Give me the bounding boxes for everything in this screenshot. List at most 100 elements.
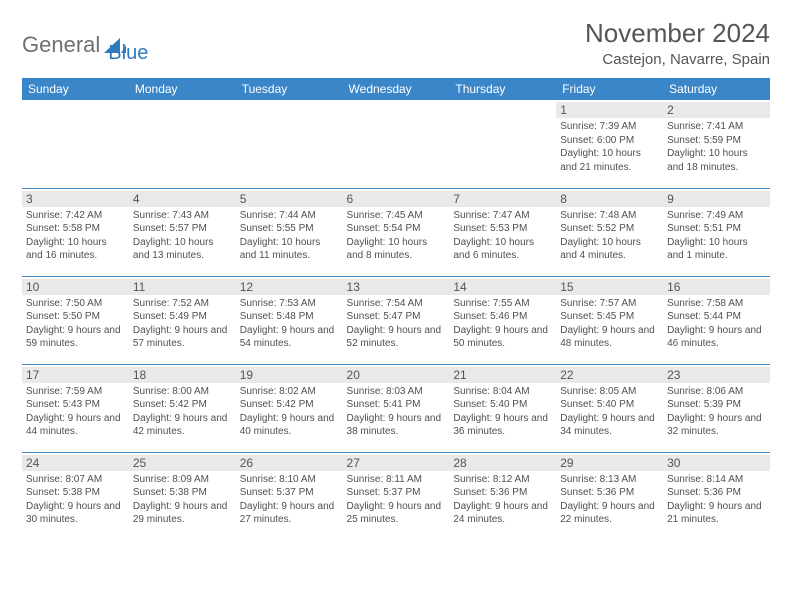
- day-number: 4: [129, 191, 236, 207]
- day-info: Sunrise: 8:00 AMSunset: 5:42 PMDaylight:…: [133, 385, 232, 439]
- day-info: Sunrise: 7:42 AMSunset: 5:58 PMDaylight:…: [26, 209, 125, 263]
- weekday-header: Wednesday: [343, 78, 450, 100]
- calendar-row: 17 Sunrise: 7:59 AMSunset: 5:43 PMDayligh…: [22, 364, 770, 452]
- day-number: 25: [129, 455, 236, 471]
- calendar-cell: 29 Sunrise: 8:13 AMSunset: 5:36 PMDayligh…: [556, 452, 663, 540]
- title-block: November 2024 Castejon, Navarre, Spain: [585, 18, 770, 68]
- day-info: Sunrise: 8:04 AMSunset: 5:40 PMDaylight:…: [453, 385, 552, 439]
- calendar-cell: 3 Sunrise: 7:42 AMSunset: 5:58 PMDaylight…: [22, 188, 129, 276]
- day-number: 10: [22, 279, 129, 295]
- calendar-body: 1 Sunrise: 7:39 AMSunset: 6:00 PMDaylight…: [22, 100, 770, 540]
- calendar-table: Sunday Monday Tuesday Wednesday Thursday…: [22, 78, 770, 540]
- page-header: General Blue November 2024 Castejon, Nav…: [22, 18, 770, 68]
- day-number: 9: [663, 191, 770, 207]
- day-number: 18: [129, 367, 236, 383]
- day-number: 22: [556, 367, 663, 383]
- calendar-cell: 7Sunrise: 7:47 AMSunset: 5:53 PMDaylight…: [449, 188, 556, 276]
- calendar-cell: 27Sunrise: 8:11 AMSunset: 5:37 PMDayligh…: [343, 452, 450, 540]
- day-info: Sunrise: 8:11 AMSunset: 5:37 PMDaylight:…: [347, 473, 446, 527]
- logo-word2: Blue: [108, 24, 148, 65]
- weekday-header: Tuesday: [236, 78, 343, 100]
- day-info: Sunrise: 8:02 AMSunset: 5:42 PMDaylight:…: [240, 385, 339, 439]
- day-number: 23: [663, 367, 770, 383]
- day-info: Sunrise: 8:05 AMSunset: 5:40 PMDaylight:…: [560, 385, 659, 439]
- day-number: 28: [449, 455, 556, 471]
- calendar-cell: 17 Sunrise: 7:59 AMSunset: 5:43 PMDayligh…: [22, 364, 129, 452]
- calendar-cell: [343, 100, 450, 188]
- day-info: Sunrise: 8:10 AMSunset: 5:37 PMDaylight:…: [240, 473, 339, 527]
- day-number: 1: [556, 102, 663, 118]
- day-info: Sunrise: 7:44 AMSunset: 5:55 PMDaylight:…: [240, 209, 339, 263]
- calendar-cell: 19 Sunrise: 8:02 AMSunset: 5:42 PMDayligh…: [236, 364, 343, 452]
- calendar-cell: 30Sunrise: 8:14 AMSunset: 5:36 PMDayligh…: [663, 452, 770, 540]
- day-info: Sunrise: 7:45 AMSunset: 5:54 PMDaylight:…: [347, 209, 446, 263]
- weekday-header-row: Sunday Monday Tuesday Wednesday Thursday…: [22, 78, 770, 100]
- day-info: Sunrise: 7:58 AMSunset: 5:44 PMDaylight:…: [667, 297, 766, 351]
- day-number: 16: [663, 279, 770, 295]
- day-number: 14: [449, 279, 556, 295]
- day-info: Sunrise: 8:06 AMSunset: 5:39 PMDaylight:…: [667, 385, 766, 439]
- weekday-header: Sunday: [22, 78, 129, 100]
- calendar-cell: 8 Sunrise: 7:48 AMSunset: 5:52 PMDaylight…: [556, 188, 663, 276]
- day-number: 6: [343, 191, 450, 207]
- day-info: Sunrise: 7:55 AMSunset: 5:46 PMDaylight:…: [453, 297, 552, 351]
- weekday-header: Saturday: [663, 78, 770, 100]
- calendar-cell: 9 Sunrise: 7:49 AMSunset: 5:51 PMDaylight…: [663, 188, 770, 276]
- weekday-header: Thursday: [449, 78, 556, 100]
- day-number: 17: [22, 367, 129, 383]
- day-info: Sunrise: 7:50 AMSunset: 5:50 PMDaylight:…: [26, 297, 125, 351]
- day-number: 5: [236, 191, 343, 207]
- day-info: Sunrise: 7:39 AMSunset: 6:00 PMDaylight:…: [560, 120, 659, 174]
- day-number: 13: [343, 279, 450, 295]
- logo-word1: General: [22, 32, 100, 58]
- day-info: Sunrise: 7:43 AMSunset: 5:57 PMDaylight:…: [133, 209, 232, 263]
- day-number: 24: [22, 455, 129, 471]
- calendar-cell: 14 Sunrise: 7:55 AMSunset: 5:46 PMDayligh…: [449, 276, 556, 364]
- day-number: 20: [343, 367, 450, 383]
- day-info: Sunrise: 7:52 AMSunset: 5:49 PMDaylight:…: [133, 297, 232, 351]
- calendar-cell: [449, 100, 556, 188]
- calendar-cell: [129, 100, 236, 188]
- day-info: Sunrise: 8:13 AMSunset: 5:36 PMDaylight:…: [560, 473, 659, 527]
- calendar-cell: [236, 100, 343, 188]
- day-number: 8: [556, 191, 663, 207]
- day-number: 29: [556, 455, 663, 471]
- day-info: Sunrise: 7:54 AMSunset: 5:47 PMDaylight:…: [347, 297, 446, 351]
- calendar-cell: 15Sunrise: 7:57 AMSunset: 5:45 PMDayligh…: [556, 276, 663, 364]
- weekday-header: Monday: [129, 78, 236, 100]
- day-info: Sunrise: 7:41 AMSunset: 5:59 PMDaylight:…: [667, 120, 766, 174]
- calendar-row: 1 Sunrise: 7:39 AMSunset: 6:00 PMDaylight…: [22, 100, 770, 188]
- calendar-cell: 4 Sunrise: 7:43 AMSunset: 5:57 PMDaylight…: [129, 188, 236, 276]
- location: Castejon, Navarre, Spain: [585, 51, 770, 68]
- calendar-cell: 25 Sunrise: 8:09 AMSunset: 5:38 PMDayligh…: [129, 452, 236, 540]
- calendar-row: 3 Sunrise: 7:42 AMSunset: 5:58 PMDaylight…: [22, 188, 770, 276]
- calendar-cell: 2Sunrise: 7:41 AMSunset: 5:59 PMDaylight…: [663, 100, 770, 188]
- calendar-cell: 21Sunrise: 8:04 AMSunset: 5:40 PMDayligh…: [449, 364, 556, 452]
- day-number: 19: [236, 367, 343, 383]
- month-title: November 2024: [585, 18, 770, 49]
- day-info: Sunrise: 8:09 AMSunset: 5:38 PMDaylight:…: [133, 473, 232, 527]
- calendar-cell: 6 Sunrise: 7:45 AMSunset: 5:54 PMDaylight…: [343, 188, 450, 276]
- day-info: Sunrise: 7:48 AMSunset: 5:52 PMDaylight:…: [560, 209, 659, 263]
- day-number: 11: [129, 279, 236, 295]
- calendar-cell: 18 Sunrise: 8:00 AMSunset: 5:42 PMDayligh…: [129, 364, 236, 452]
- calendar-cell: 13 Sunrise: 7:54 AMSunset: 5:47 PMDayligh…: [343, 276, 450, 364]
- day-info: Sunrise: 7:49 AMSunset: 5:51 PMDaylight:…: [667, 209, 766, 263]
- day-number: 26: [236, 455, 343, 471]
- day-info: Sunrise: 7:47 AMSunset: 5:53 PMDaylight:…: [453, 209, 552, 263]
- day-number: 3: [22, 191, 129, 207]
- calendar-cell: 22 Sunrise: 8:05 AMSunset: 5:40 PMDayligh…: [556, 364, 663, 452]
- logo: General Blue: [22, 18, 148, 65]
- calendar-cell: 20 Sunrise: 8:03 AMSunset: 5:41 PMDayligh…: [343, 364, 450, 452]
- calendar-cell: 16 Sunrise: 7:58 AMSunset: 5:44 PMDayligh…: [663, 276, 770, 364]
- day-info: Sunrise: 8:03 AMSunset: 5:41 PMDaylight:…: [347, 385, 446, 439]
- day-info: Sunrise: 8:12 AMSunset: 5:36 PMDaylight:…: [453, 473, 552, 527]
- calendar-cell: [22, 100, 129, 188]
- day-info: Sunrise: 7:59 AMSunset: 5:43 PMDaylight:…: [26, 385, 125, 439]
- calendar-cell: 5 Sunrise: 7:44 AMSunset: 5:55 PMDaylight…: [236, 188, 343, 276]
- calendar-cell: 26 Sunrise: 8:10 AMSunset: 5:37 PMDayligh…: [236, 452, 343, 540]
- day-number: 30: [663, 455, 770, 471]
- day-number: 12: [236, 279, 343, 295]
- calendar-cell: 1 Sunrise: 7:39 AMSunset: 6:00 PMDaylight…: [556, 100, 663, 188]
- calendar-cell: 23 Sunrise: 8:06 AMSunset: 5:39 PMDayligh…: [663, 364, 770, 452]
